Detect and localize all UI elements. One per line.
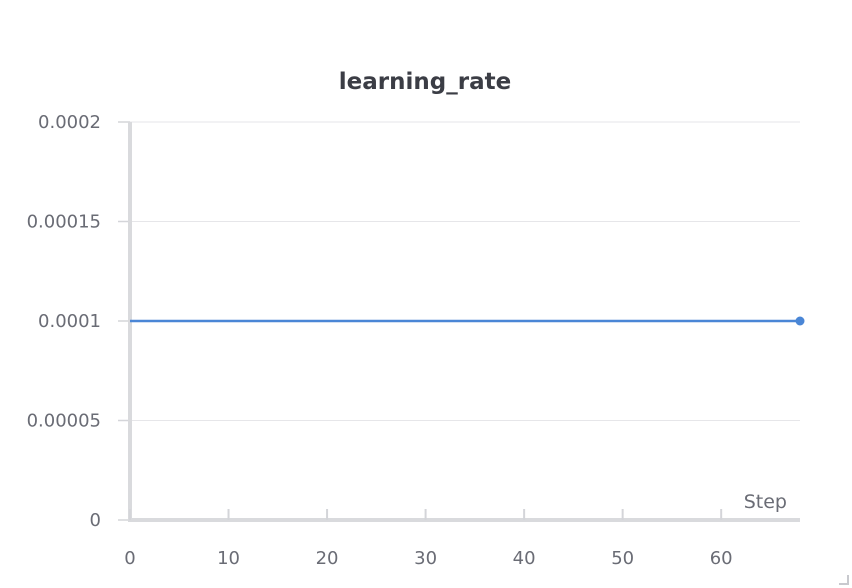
grid-lines [130, 121, 800, 421]
y-tick-label: 0 [90, 510, 101, 531]
x-axis-label: Step [744, 491, 787, 513]
resize-handle-icon[interactable] [839, 575, 849, 585]
y-tick-label: 0.00005 [27, 411, 101, 432]
x-tick-label: 0 [124, 548, 135, 569]
y-tick-label: 0.0002 [38, 112, 101, 133]
y-tick-label: 0.0001 [38, 311, 101, 332]
series-end-point[interactable] [795, 316, 805, 326]
y-tick-label: 0.00015 [27, 212, 101, 233]
x-tick-label: 40 [513, 548, 536, 569]
x-tick-label: 30 [414, 548, 437, 569]
x-tick-label: 10 [217, 548, 240, 569]
x-tick-label: 20 [316, 548, 339, 569]
chart-title: learning_rate [339, 69, 511, 95]
series [130, 316, 805, 326]
x-tick-label: 60 [710, 548, 733, 569]
tick-labels: 0 0.00005 0.0001 0.00015 0.0002 0 10 20 30 40 50 60 [27, 112, 733, 569]
x-tick-label: 50 [611, 548, 634, 569]
